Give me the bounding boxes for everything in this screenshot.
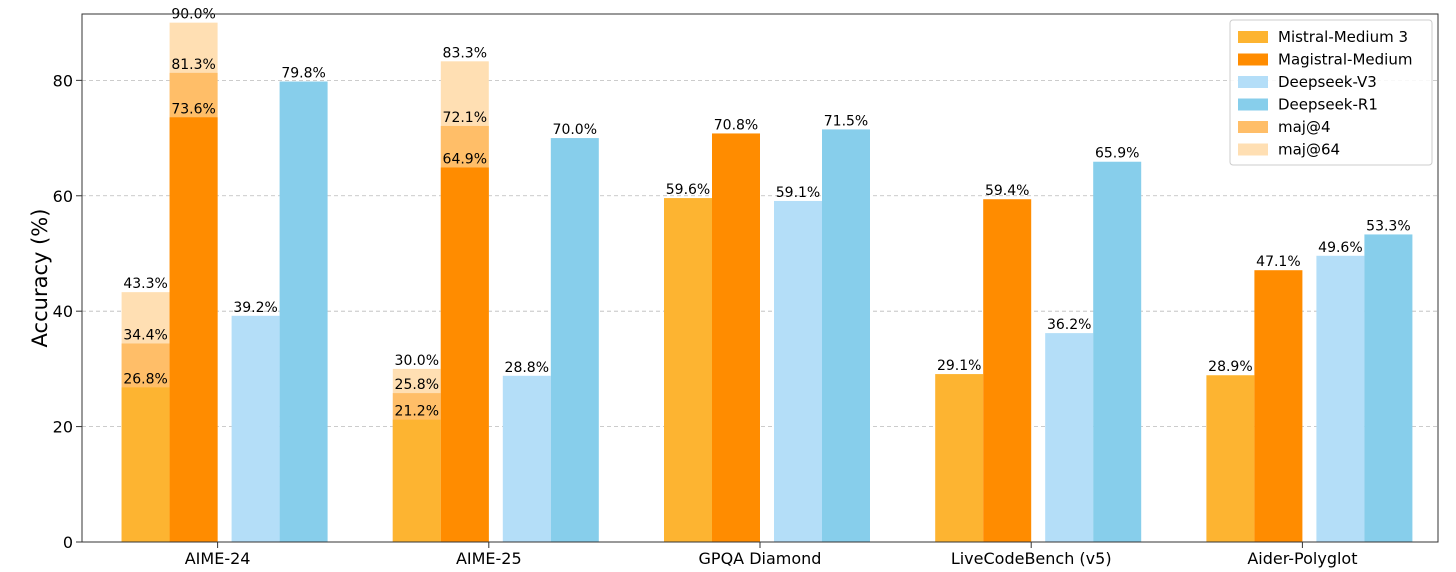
- bar-label-deepseek-r1-aider-polyglot: 53.3%: [1366, 218, 1410, 234]
- bars: [121, 22, 1413, 543]
- bar-label-magistral-medium-aider-polyglot: 47.1%: [1256, 254, 1300, 270]
- bar-label-deepseek-v3-livecodebench-v5: 36.2%: [1047, 317, 1091, 333]
- bar-deepseek-r1-aime-24: [279, 81, 328, 542]
- bar-label-maj-4-mistral-medium-3-aime-25: 25.8%: [395, 377, 439, 393]
- x-tick-label-aime-25: AIME-25: [456, 549, 522, 568]
- bar-deepseek-v3-gpqa-diamond: [774, 200, 822, 542]
- bar-label-magistral-medium-aime-25: 64.9%: [443, 151, 487, 167]
- legend-swatch-magistral-medium: [1238, 53, 1268, 66]
- bar-magistral-medium-aime-25: [440, 167, 489, 542]
- y-tick-label: 80: [53, 71, 73, 90]
- bar-deepseek-v3-aider-polyglot: [1316, 255, 1365, 542]
- bar-deepseek-r1-aider-polyglot: [1364, 234, 1413, 542]
- bar-label-mistral-medium-3-aider-polyglot: 28.9%: [1208, 359, 1252, 375]
- bar-magistral-medium-aime-24: [169, 117, 218, 542]
- bar-magistral-medium-gpqa-diamond: [712, 133, 760, 543]
- x-tick-label-gpqa-diamond: GPQA Diamond: [699, 549, 822, 568]
- legend-swatch-maj-64: [1238, 143, 1268, 156]
- bar-label-deepseek-r1-gpqa-diamond: 71.5%: [824, 113, 868, 129]
- legend-label-magistral-medium: Magistral-Medium: [1278, 51, 1412, 69]
- x-axis: AIME-24 AIME-25 GPQA Diamond LiveCodeBench …: [185, 542, 1357, 568]
- bar-mistral-medium-3-aime-24: [121, 387, 170, 542]
- bar-label-maj-64-magistral-medium-aime-25: 83.3%: [443, 45, 487, 61]
- y-tick-label: 20: [53, 418, 73, 437]
- bar-label-mistral-medium-3-gpqa-diamond: 59.6%: [666, 182, 710, 198]
- bar-deepseek-r1-aime-25: [550, 138, 599, 543]
- bar-label-mistral-medium-3-livecodebench-v5: 29.1%: [937, 358, 981, 374]
- bar-label-mistral-medium-3-aime-24: 26.8%: [123, 371, 167, 387]
- bar-label-deepseek-v3-aime-24: 39.2%: [233, 300, 277, 316]
- bar-label-magistral-medium-aime-24: 73.6%: [171, 101, 215, 117]
- bar-label-deepseek-v3-aime-25: 28.8%: [505, 360, 549, 376]
- bar-mistral-medium-3-gpqa-diamond: [664, 198, 712, 543]
- bar-magistral-medium-aider-polyglot: [1254, 270, 1303, 542]
- legend-swatch-mistral-medium-3: [1238, 31, 1268, 43]
- bar-label-maj-4-magistral-medium-aime-24: 81.3%: [171, 57, 215, 73]
- y-axis-title: Accuracy (%): [28, 209, 52, 348]
- bar-label-mistral-medium-3-aime-25: 21.2%: [395, 404, 439, 420]
- legend: Mistral-Medium 3 Magistral-Medium Deepseek…: [1229, 19, 1433, 166]
- legend-label-deepseek-v3: Deepseek-V3: [1278, 73, 1377, 91]
- x-tick-label-livecodebench-v5: LiveCodeBench (v5): [951, 549, 1112, 568]
- bar-mistral-medium-3-aider-polyglot: [1206, 375, 1255, 542]
- bar-label-maj-64-mistral-medium-3-aime-25: 30.0%: [395, 353, 439, 369]
- y-tick-label: 0: [63, 533, 73, 552]
- bar-label-maj-4-mistral-medium-3-aime-24: 34.4%: [123, 327, 167, 343]
- bar-mistral-medium-3-livecodebench-v5: [935, 374, 984, 542]
- bar-label-deepseek-r1-aime-24: 79.8%: [281, 66, 325, 82]
- legend-label-mistral-medium-3: Mistral-Medium 3: [1278, 28, 1408, 46]
- bar-label-deepseek-r1-livecodebench-v5: 65.9%: [1095, 146, 1139, 162]
- bar-deepseek-r1-livecodebench-v5: [1093, 161, 1142, 542]
- legend-swatch-deepseek-v3: [1238, 76, 1268, 88]
- bar-label-deepseek-r1-aime-25: 70.0%: [553, 122, 597, 138]
- bar-deepseek-v3-livecodebench-v5: [1045, 333, 1094, 542]
- bar-magistral-medium-livecodebench-v5: [983, 199, 1032, 542]
- bar-labels: 26.8% 34.4% 43.3% 21.2% 25.8% 30.0% 59.6% 29.1%…: [123, 7, 1410, 420]
- legend-label-deepseek-r1: Deepseek-R1: [1278, 96, 1378, 114]
- bar-label-magistral-medium-gpqa-diamond: 70.8%: [714, 117, 758, 133]
- legend-swatch-maj-4: [1238, 121, 1268, 133]
- bar-label-maj-64-mistral-medium-3-aime-24: 43.3%: [123, 276, 167, 292]
- bar-deepseek-v3-aime-25: [502, 375, 551, 542]
- legend-label-maj-64: maj@64: [1278, 141, 1340, 159]
- y-tick-label: 40: [53, 302, 73, 321]
- x-tick-label-aime-24: AIME-24: [185, 549, 251, 568]
- legend-label-maj-4: maj@4: [1278, 118, 1331, 136]
- bar-label-maj-4-magistral-medium-aime-25: 72.1%: [443, 110, 487, 126]
- bar-label-deepseek-v3-aider-polyglot: 49.6%: [1318, 240, 1362, 256]
- bar-mistral-medium-3-aime-25: [392, 419, 441, 542]
- x-tick-label-aider-polyglot: Aider-Polyglot: [1247, 549, 1357, 568]
- legend-swatch-deepseek-r1: [1238, 98, 1268, 111]
- bar-deepseek-r1-gpqa-diamond: [822, 129, 870, 542]
- bar-label-maj-64-magistral-medium-aime-24: 90.0%: [171, 7, 215, 23]
- bar-label-magistral-medium-livecodebench-v5: 59.4%: [985, 183, 1029, 199]
- y-axis: 0 20 40 60 80: [53, 71, 82, 552]
- bar-deepseek-v3-aime-24: [231, 315, 280, 542]
- y-tick-label: 60: [53, 187, 73, 206]
- legend-box: [1229, 19, 1433, 166]
- bar-label-deepseek-v3-gpqa-diamond: 59.1%: [776, 185, 820, 201]
